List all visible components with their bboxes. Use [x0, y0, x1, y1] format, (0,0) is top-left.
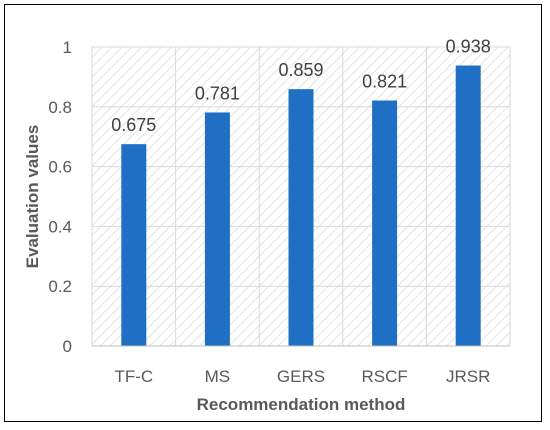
y-tick-label: 0.6	[48, 158, 72, 177]
y-axis-ticks: 0 0.2 0.4 0.6 0.8 1	[48, 38, 72, 356]
data-label: 0.859	[278, 60, 323, 80]
bar-ms	[204, 112, 230, 346]
x-axis-ticks: TF-C MS GERS RSCF JRSR	[114, 367, 490, 386]
bar-rscf	[372, 100, 398, 347]
bar-gers	[288, 89, 314, 346]
y-tick-label: 0.4	[48, 217, 72, 236]
data-label: 0.938	[446, 37, 491, 57]
y-tick-label: 0	[63, 337, 72, 356]
y-tick-label: 1	[63, 38, 72, 57]
bar-tf-c	[121, 144, 147, 346]
data-labels: 0.675 0.781 0.859 0.821 0.938	[111, 37, 490, 136]
x-axis-title: Recommendation method	[197, 395, 406, 414]
x-tick-label: MS	[205, 367, 231, 386]
bar-jrsr	[455, 65, 481, 347]
x-tick-label: GERS	[277, 367, 325, 386]
x-tick-label: TF-C	[114, 367, 153, 386]
data-label: 0.781	[195, 83, 240, 103]
y-tick-label: 0.8	[48, 98, 72, 117]
gridlines	[91, 46, 511, 346]
x-tick-label: JRSR	[446, 367, 490, 386]
data-label: 0.675	[111, 115, 156, 135]
data-label: 0.821	[362, 72, 407, 92]
bars	[121, 65, 481, 347]
y-axis-title: Evaluation values	[23, 125, 42, 269]
x-tick-label: RSCF	[361, 367, 407, 386]
y-tick-label: 0.2	[48, 277, 72, 296]
